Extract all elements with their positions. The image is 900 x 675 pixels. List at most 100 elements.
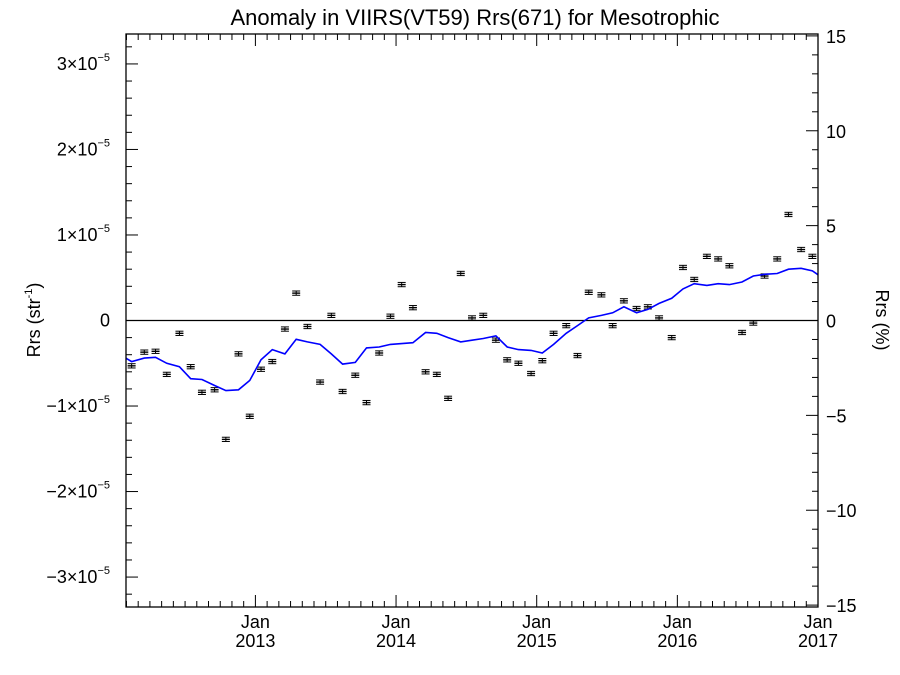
data-point	[186, 364, 195, 370]
data-point	[456, 270, 465, 277]
data-point	[351, 372, 360, 378]
left-tick-exponent: −5	[97, 223, 110, 235]
right-tick-label: 10	[826, 122, 846, 142]
left-tick-label: −1×10−5	[46, 394, 110, 416]
right-tick-label: 0	[826, 312, 836, 332]
data-point	[175, 330, 184, 336]
data-point	[678, 264, 687, 271]
data-point	[573, 352, 582, 359]
data-point	[479, 312, 488, 319]
data-point	[162, 371, 171, 378]
data-point	[268, 358, 277, 365]
data-point	[725, 263, 734, 269]
x-tick-month: Jan	[803, 612, 832, 632]
x-tick-month: Jan	[241, 612, 270, 632]
x-tick-year: 2017	[798, 631, 838, 651]
left-tick-label: 2×10−5	[57, 137, 110, 159]
data-point	[234, 351, 243, 357]
chart-title: Anomaly in VIIRS(VT59) Rrs(671) for Meso…	[230, 5, 719, 30]
data-point	[432, 371, 441, 378]
left-tick-mantissa: 0	[100, 311, 110, 331]
x-tick-month: Jan	[522, 612, 551, 632]
left-tick-exponent: −5	[97, 565, 110, 577]
data-point	[597, 292, 606, 298]
data-point	[327, 312, 336, 319]
data-point	[280, 326, 289, 332]
left-tick-mantissa: −1×10	[46, 396, 97, 416]
x-tick-month: Jan	[663, 612, 692, 632]
x-tick-month: Jan	[382, 612, 411, 632]
data-point	[197, 389, 206, 395]
left-tick-exponent: −5	[97, 480, 110, 492]
left-tick-label: 3×10−5	[57, 52, 110, 74]
right-tick-label: 15	[826, 27, 846, 47]
data-point	[549, 330, 558, 336]
data-point	[690, 276, 699, 283]
data-point	[245, 413, 254, 419]
data-point	[738, 329, 747, 336]
x-tick-year: 2013	[235, 631, 275, 651]
data-point	[338, 388, 347, 395]
x-tick-year: 2014	[376, 631, 416, 651]
left-tick-mantissa: 2×10	[57, 139, 98, 159]
x-tick-year: 2015	[517, 631, 557, 651]
data-point	[210, 387, 219, 393]
data-point	[667, 334, 676, 341]
data-point	[140, 349, 149, 355]
data-point	[127, 363, 136, 369]
axes-layer: 3×10−52×10−51×10−50−1×10−5−2×10−5−3×10−5…	[46, 27, 856, 651]
data-point	[397, 281, 406, 288]
data-point	[702, 253, 711, 259]
data-point	[316, 379, 325, 385]
data-point	[784, 211, 793, 218]
y-axis-left-title-base: Rrs (str	[24, 298, 44, 357]
y-axis-left-title-close: )	[24, 283, 44, 289]
right-tick-label: −15	[826, 596, 857, 616]
left-tick-label: −3×10−5	[46, 565, 110, 587]
data-point	[584, 289, 593, 295]
data-point	[303, 323, 312, 330]
data-layer	[116, 211, 828, 443]
y-axis-left-title-sup: -1	[23, 289, 35, 299]
left-tick-label: 1×10−5	[57, 223, 110, 245]
y-axis-right-title: Rrs (%)	[872, 290, 892, 351]
data-point	[386, 313, 395, 319]
data-point	[619, 298, 628, 304]
data-point	[527, 370, 536, 377]
left-tick-mantissa: −3×10	[46, 567, 97, 587]
data-point	[749, 320, 758, 326]
y-axis-left-title: Rrs (str-1)	[23, 283, 44, 358]
left-tick-exponent: −5	[97, 52, 110, 64]
left-tick-exponent: −5	[97, 394, 110, 406]
data-point	[408, 305, 417, 311]
data-point	[257, 366, 266, 372]
left-tick-exponent: −5	[97, 137, 110, 149]
data-point	[221, 436, 230, 443]
right-tick-label: −5	[826, 406, 847, 426]
x-tick-year: 2016	[657, 631, 697, 651]
data-point	[375, 350, 384, 356]
data-point	[538, 358, 547, 364]
data-point	[773, 256, 782, 262]
data-point	[362, 399, 371, 406]
data-point	[116, 353, 124, 357]
data-point	[608, 322, 617, 329]
data-point	[468, 315, 476, 321]
data-point	[808, 253, 817, 259]
data-point	[562, 322, 571, 329]
data-point	[820, 306, 828, 310]
left-tick-label: −2×10−5	[46, 480, 110, 502]
data-point	[655, 315, 664, 321]
data-point	[514, 360, 523, 366]
left-tick-mantissa: −2×10	[46, 482, 97, 502]
data-point	[797, 246, 806, 253]
data-point	[292, 290, 301, 296]
data-point	[632, 305, 641, 312]
data-point	[503, 357, 512, 363]
left-tick-mantissa: 1×10	[57, 225, 98, 245]
data-point	[714, 256, 723, 262]
left-tick-mantissa: 3×10	[57, 54, 98, 74]
data-point	[421, 369, 430, 375]
series-line	[126, 267, 818, 392]
